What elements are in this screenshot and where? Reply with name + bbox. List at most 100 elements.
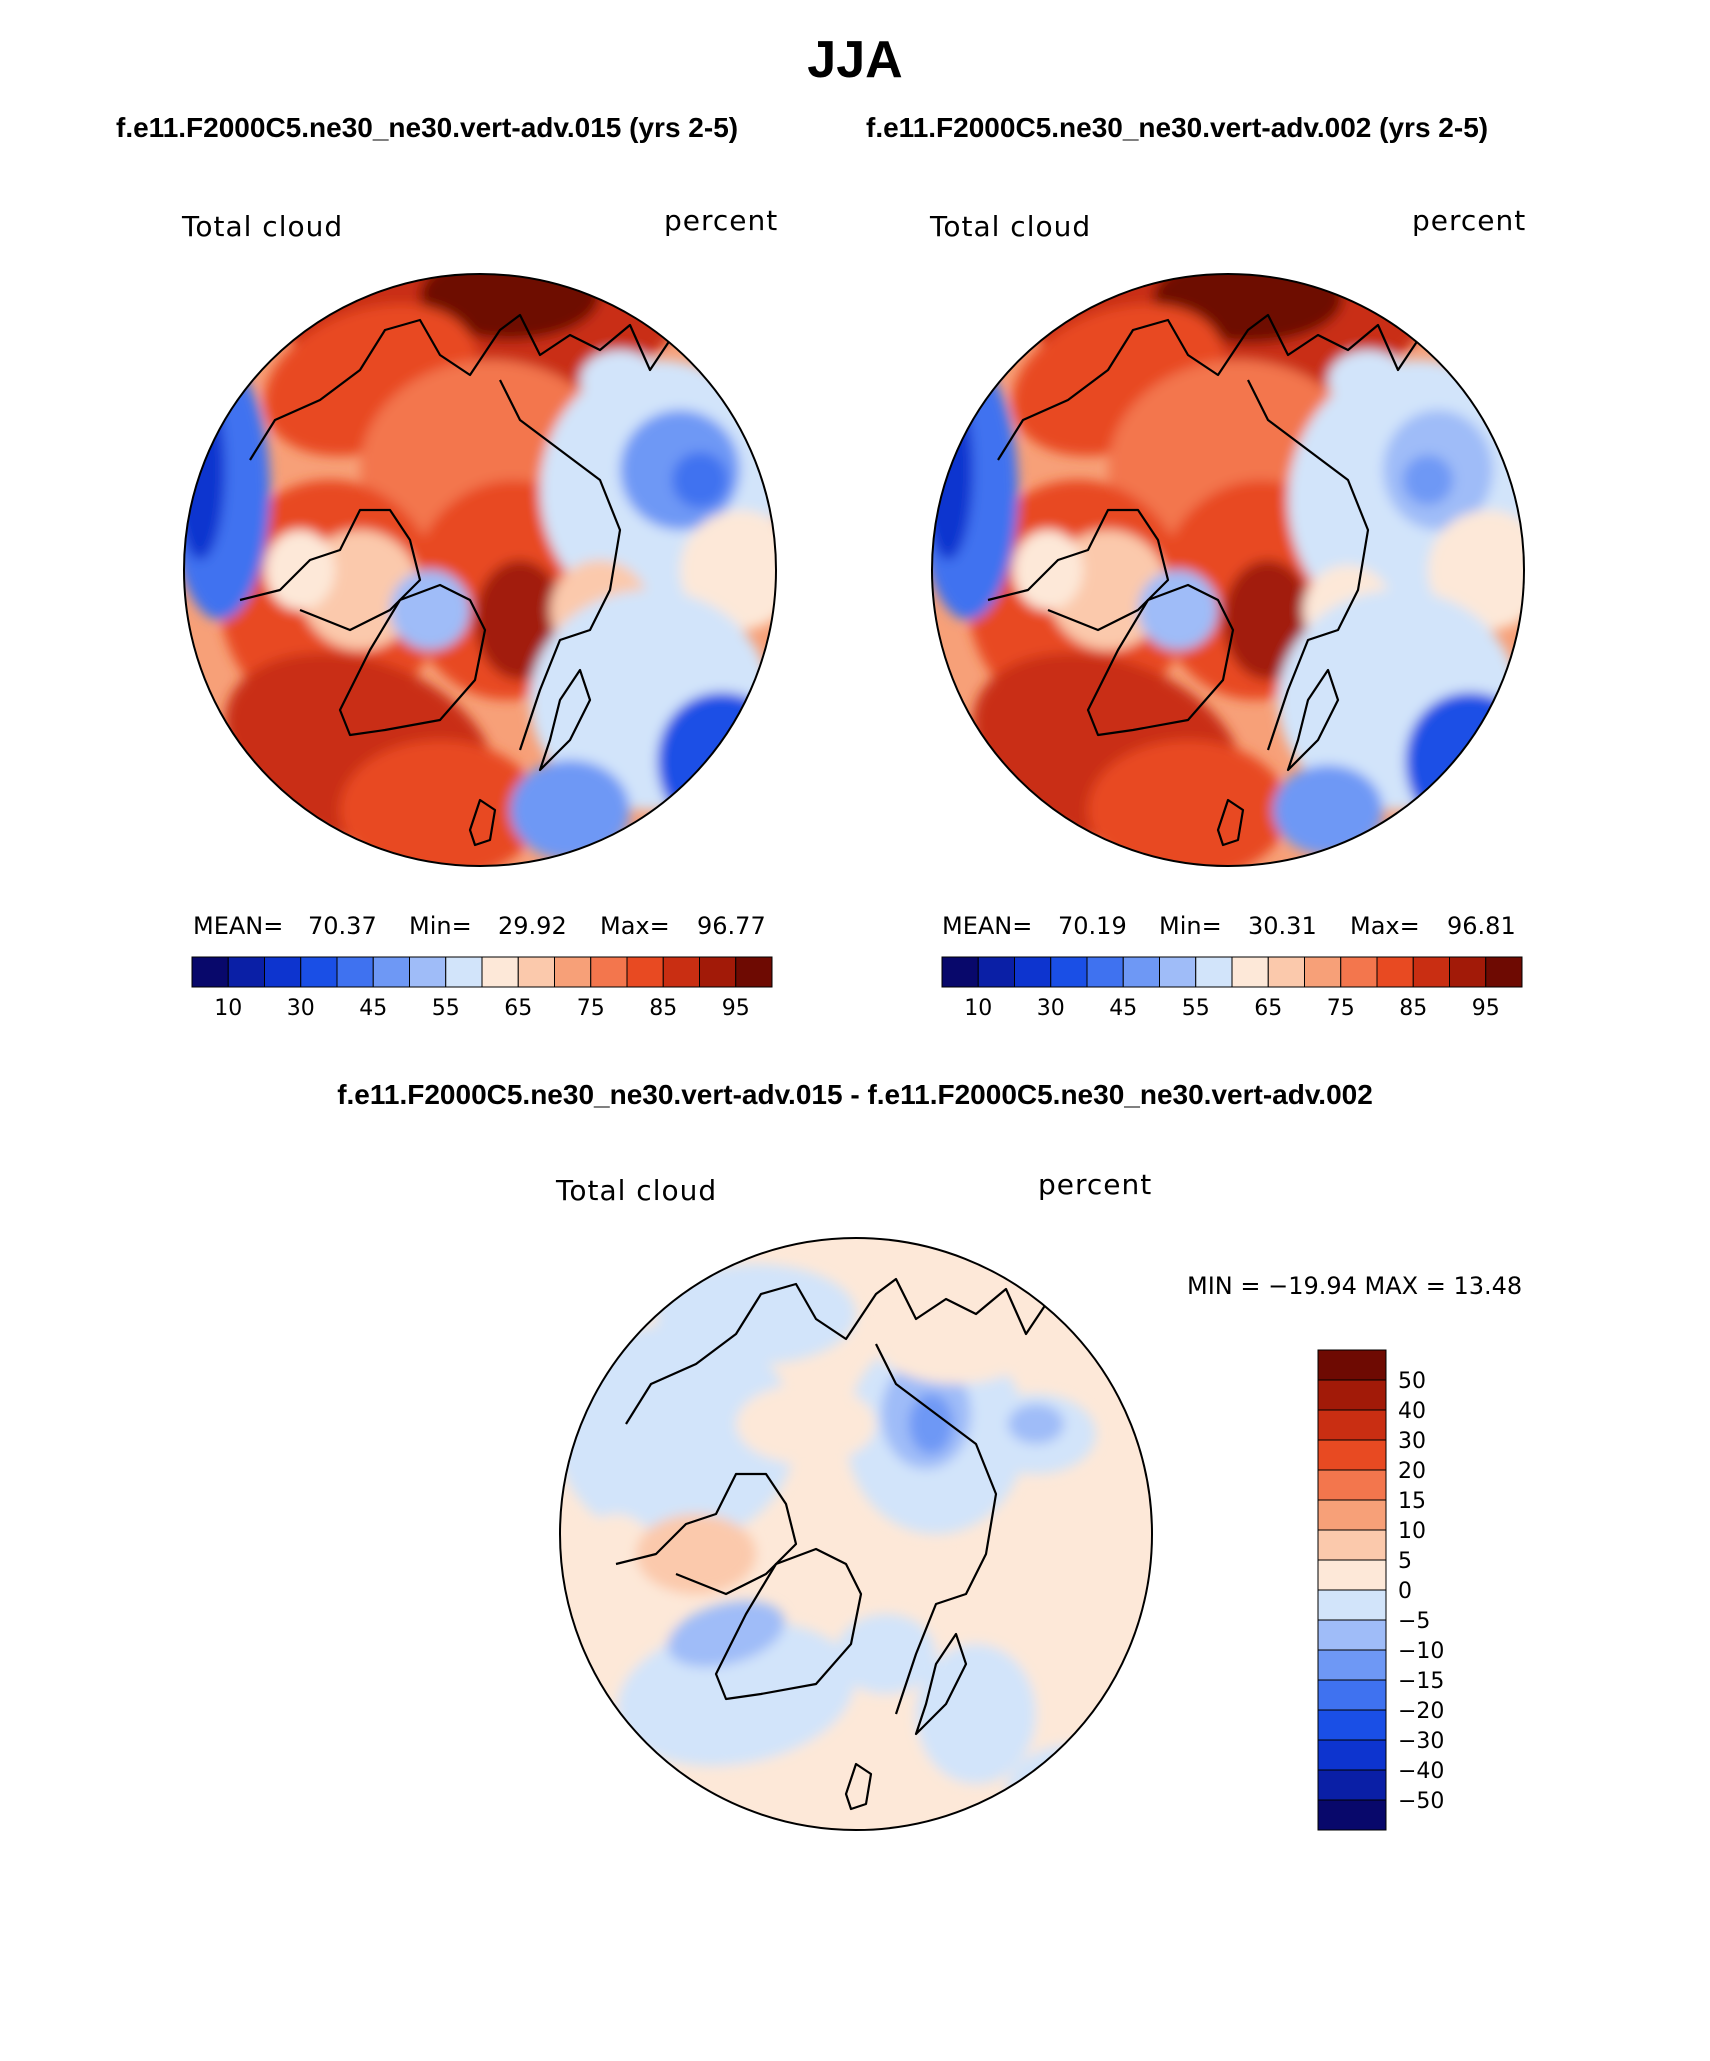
colorbar-box <box>1195 956 1233 988</box>
colorbar-tick-label: 5 <box>1398 1549 1412 1574</box>
colorbar-tick-label: 15 <box>1398 1489 1426 1514</box>
field-region <box>390 570 470 650</box>
colorbar-tick-label: 85 <box>1399 996 1427 1021</box>
colorbar-tick-label: −30 <box>1398 1729 1444 1754</box>
colorbar-tick-label: −40 <box>1398 1759 1444 1784</box>
field-region <box>510 760 630 860</box>
colorbar-box <box>1340 956 1378 988</box>
colorbar-tick-label: −10 <box>1398 1639 1444 1664</box>
panel1-colorbar: 10 30 45 55 65 75 85 95 <box>191 956 773 1021</box>
field-region <box>909 1394 953 1454</box>
colorbar-box <box>1086 956 1124 988</box>
colorbar-box <box>1317 1469 1387 1501</box>
coastline <box>997 313 1419 461</box>
colorbar-box <box>1317 1799 1387 1831</box>
colorbar-tick-label: 40 <box>1398 1399 1426 1424</box>
field-region <box>1088 740 1288 866</box>
colorbar-box <box>481 956 519 988</box>
map-boundary <box>931 273 1525 867</box>
panel2-polar-map <box>931 273 1525 867</box>
colorbar-tick-label: 20 <box>1398 1459 1426 1484</box>
colorbar-tick-label: 85 <box>649 996 677 1021</box>
colorbar-box <box>941 956 979 988</box>
field-region <box>1138 570 1218 650</box>
panel2-units-label: percent <box>1412 204 1527 237</box>
field-region <box>672 452 728 508</box>
field-region <box>475 560 565 680</box>
coastline <box>844 1762 873 1811</box>
panel2-mean-label: MEAN= <box>942 912 1033 940</box>
map-field <box>932 274 1524 866</box>
coastline <box>468 798 497 847</box>
field-region <box>656 1264 856 1364</box>
coastline <box>914 1632 968 1736</box>
colorbar-tick-label: 75 <box>577 996 605 1021</box>
colorbar-tick-label: 30 <box>1398 1429 1426 1454</box>
colorbar-tick-label: 65 <box>1254 996 1282 1021</box>
colorbar-box <box>1317 1709 1387 1741</box>
colorbar-box <box>699 956 737 988</box>
coastline <box>249 313 671 461</box>
panel2-min-value: 30.31 <box>1248 912 1317 940</box>
colorbar-box <box>1317 1679 1387 1711</box>
colorbar-box <box>1304 956 1342 988</box>
colorbar-tick-label: −5 <box>1398 1609 1430 1634</box>
greenland-coastline <box>714 1547 863 1701</box>
colorbar-tick-label: 65 <box>504 996 532 1021</box>
colorbar-box <box>1317 1439 1387 1471</box>
field-region <box>667 1601 785 1667</box>
right-panel-subtitle: f.e11.F2000C5.ne30_ne30.vert-adv.002 (yr… <box>866 112 1489 143</box>
panel2-min-label: Min= <box>1159 912 1222 940</box>
field-region <box>932 380 973 560</box>
coastline <box>615 1472 798 1596</box>
field-region <box>580 350 660 410</box>
colorbar-box <box>1267 956 1305 988</box>
coastline <box>1247 379 1370 751</box>
colorbar-tick-label: 50 <box>1398 1369 1426 1394</box>
panel1-mean-value: 70.37 <box>308 912 377 940</box>
diff-minmax-stats: MIN = −19.94 MAX = 13.48 <box>1187 1272 1523 1300</box>
colorbar-box <box>1317 1739 1387 1771</box>
coastline <box>987 508 1170 632</box>
colorbar-tick-label: 55 <box>432 996 460 1021</box>
map-field <box>560 1238 1152 1830</box>
coastline <box>1286 668 1340 772</box>
colorbar-tick-label: 10 <box>964 996 992 1021</box>
panel1-mean-label: MEAN= <box>193 912 284 940</box>
colorbar-box <box>735 956 773 988</box>
field-region <box>1006 1744 1146 1830</box>
panel1-min-label: Min= <box>409 912 472 940</box>
coastline <box>499 379 622 751</box>
colorbar-box <box>1412 956 1450 988</box>
colorbar-box <box>1317 1619 1387 1651</box>
colorbar-tick-label: −50 <box>1398 1789 1444 1814</box>
diff-variable-label: Total cloud <box>556 1174 718 1207</box>
colorbar-box <box>1376 956 1414 988</box>
panel1-min-value: 29.92 <box>498 912 567 940</box>
colorbar-box <box>1317 1499 1387 1531</box>
field-region <box>340 740 540 866</box>
panel1-max-value: 96.77 <box>697 912 766 940</box>
colorbar-tick-label: 10 <box>214 996 242 1021</box>
field-region <box>636 1514 756 1594</box>
colorbar-box <box>1485 956 1523 988</box>
field-region <box>560 1324 796 1544</box>
colorbar-tick-label: −15 <box>1398 1669 1444 1694</box>
colorbar-box <box>977 956 1015 988</box>
field-region <box>1328 350 1408 410</box>
panel1-max-label: Max= <box>600 912 670 940</box>
greenland-coastline <box>338 583 487 737</box>
colorbar-box <box>662 956 700 988</box>
map-boundary <box>183 273 777 867</box>
colorbar-tick-label: 0 <box>1398 1579 1412 1604</box>
colorbar-box <box>1317 1589 1387 1621</box>
colorbar-tick-label: 30 <box>1037 996 1065 1021</box>
colorbar-box <box>336 956 374 988</box>
panel2-colorbar: 10 30 45 55 65 75 85 95 <box>941 956 1523 1021</box>
greenland-coastline <box>1086 583 1235 737</box>
field-region <box>420 274 600 340</box>
colorbar-box <box>1317 1379 1387 1411</box>
colorbar-tick-label: 45 <box>1109 996 1137 1021</box>
diff-units-label: percent <box>1038 1168 1153 1201</box>
